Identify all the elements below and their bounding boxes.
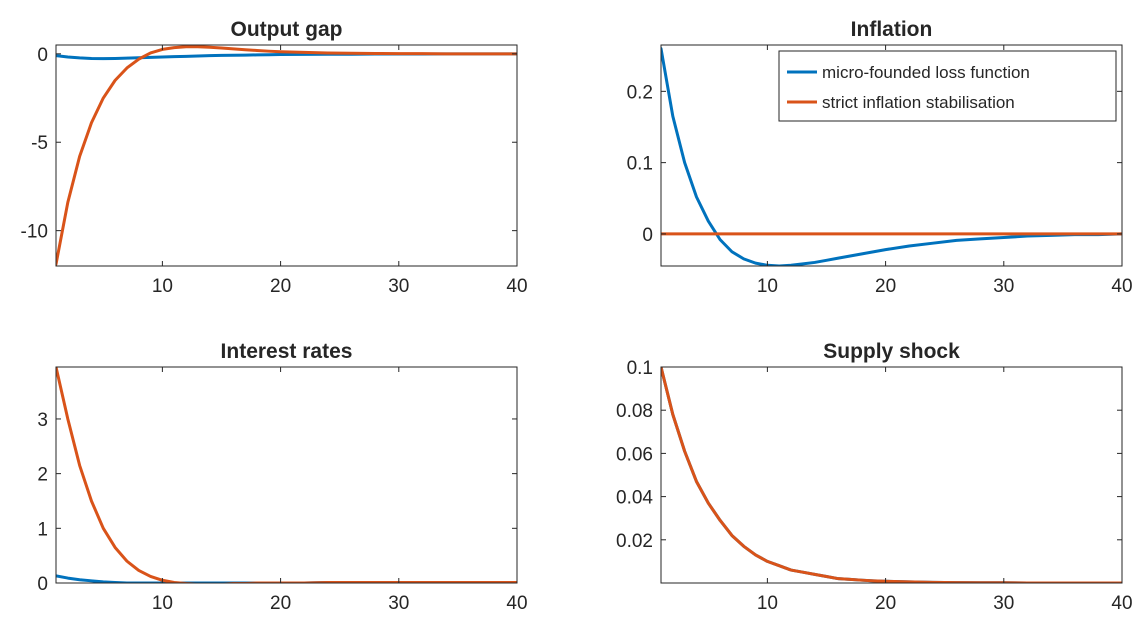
- x-tick-label: 40: [506, 276, 527, 297]
- y-tick-label: 3: [37, 410, 48, 431]
- x-tick-label: 40: [1111, 593, 1132, 614]
- axes-frame-interest-rates: [55, 366, 518, 584]
- x-tick-label: 30: [993, 276, 1014, 297]
- x-tick-label: 40: [1111, 276, 1132, 297]
- chart-title-inflation: Inflation: [851, 18, 933, 41]
- series-line-output-gap-1: [56, 45, 517, 266]
- x-tick-label: 30: [388, 593, 409, 614]
- series-line-interest-rates-1: [56, 367, 517, 583]
- x-tick-label: 30: [388, 276, 409, 297]
- y-tick-label: 0.08: [616, 401, 653, 422]
- series-group-output-gap: [56, 45, 517, 266]
- legend-entry-0: micro-founded loss function: [822, 63, 1030, 82]
- axes-frame-output-gap: [55, 44, 518, 267]
- series-line-inflation-0: [661, 47, 1122, 266]
- panel-output-gap: 10 20 30 40 0 -5 -10 Output gap: [21, 18, 528, 297]
- panel-interest-rates: 10 20 30 40 0 1 2 3 Interest rates: [37, 340, 527, 614]
- y-tick-label: 0: [37, 45, 48, 66]
- y-tick-label: -10: [21, 222, 48, 243]
- y-tick-label: 0: [642, 225, 653, 246]
- y-tick-label: 2: [37, 465, 48, 486]
- chart-title-supply-shock: Supply shock: [823, 340, 960, 363]
- y-tick-label: 0.06: [616, 444, 653, 465]
- legend: micro-founded loss function strict inflat…: [778, 50, 1117, 122]
- plot-area-interest-rates: [56, 367, 517, 583]
- y-tick-label: 0.2: [627, 82, 653, 103]
- plot-area-output-gap: [56, 45, 517, 266]
- y-tick-label: 1: [37, 519, 48, 540]
- y-tick-label: 0.1: [627, 154, 653, 175]
- y-tick-label: 0.04: [616, 488, 653, 509]
- x-tick-label: 10: [152, 593, 173, 614]
- y-tick-label: 0: [37, 574, 48, 595]
- x-tick-label: 30: [993, 593, 1014, 614]
- x-tick-label: 20: [270, 276, 291, 297]
- legend-entry-1: strict inflation stabilisation: [822, 93, 1015, 112]
- y-tick-label: 0.02: [616, 531, 653, 552]
- legend-box: [778, 50, 1117, 122]
- series-group-interest-rates: [56, 367, 517, 583]
- axes-frame-inflation: [660, 44, 1123, 267]
- panel-supply-shock: 10 20 30 40 0.02 0.04 0.06 0.08 0.1 Supply shock: [616, 340, 1133, 614]
- plot-area-supply-shock: [661, 367, 1122, 583]
- x-tick-label: 20: [875, 593, 896, 614]
- y-tick-label: -5: [31, 133, 48, 154]
- chart-title-interest-rates: Interest rates: [221, 340, 353, 363]
- series-group-inflation: [661, 47, 1122, 266]
- panel-inflation: 10 20 30 40 0 0.1 0.2 Inflation micro-founded lo…: [627, 18, 1133, 297]
- x-tick-label: 20: [875, 276, 896, 297]
- y-tick-label: 0.1: [627, 358, 653, 379]
- x-tick-label: 40: [506, 593, 527, 614]
- x-tick-label: 10: [152, 276, 173, 297]
- axes-frame-supply-shock: [660, 366, 1123, 584]
- x-tick-label: 20: [270, 593, 291, 614]
- chart-title-output-gap: Output gap: [231, 18, 343, 41]
- x-tick-label: 10: [757, 276, 778, 297]
- x-tick-label: 10: [757, 593, 778, 614]
